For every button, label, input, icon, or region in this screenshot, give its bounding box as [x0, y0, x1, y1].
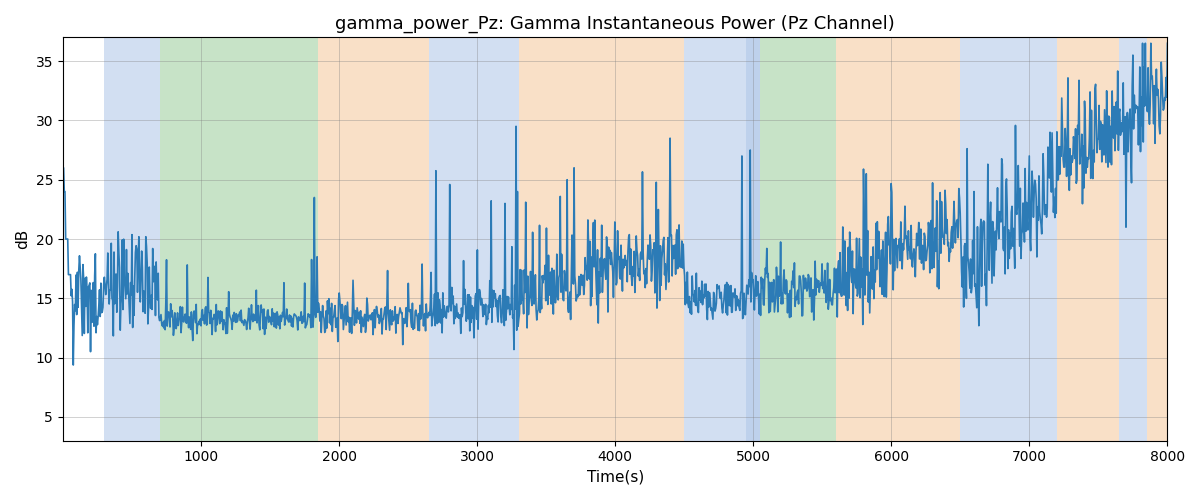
Bar [684, 38, 746, 440]
Bar [428, 38, 518, 440]
Bar [518, 38, 684, 440]
Bar [160, 38, 318, 440]
X-axis label: Time(s): Time(s) [587, 470, 643, 485]
Bar [960, 38, 1057, 440]
Bar [836, 38, 960, 440]
Bar [746, 38, 760, 440]
Bar [1120, 38, 1147, 440]
Bar [1147, 38, 1168, 440]
Bar [760, 38, 836, 440]
Title: gamma_power_Pz: Gamma Instantaneous Power (Pz Channel): gamma_power_Pz: Gamma Instantaneous Powe… [335, 15, 895, 34]
Bar [1057, 38, 1120, 440]
Y-axis label: dB: dB [16, 229, 30, 249]
Bar [104, 38, 160, 440]
Bar [318, 38, 428, 440]
